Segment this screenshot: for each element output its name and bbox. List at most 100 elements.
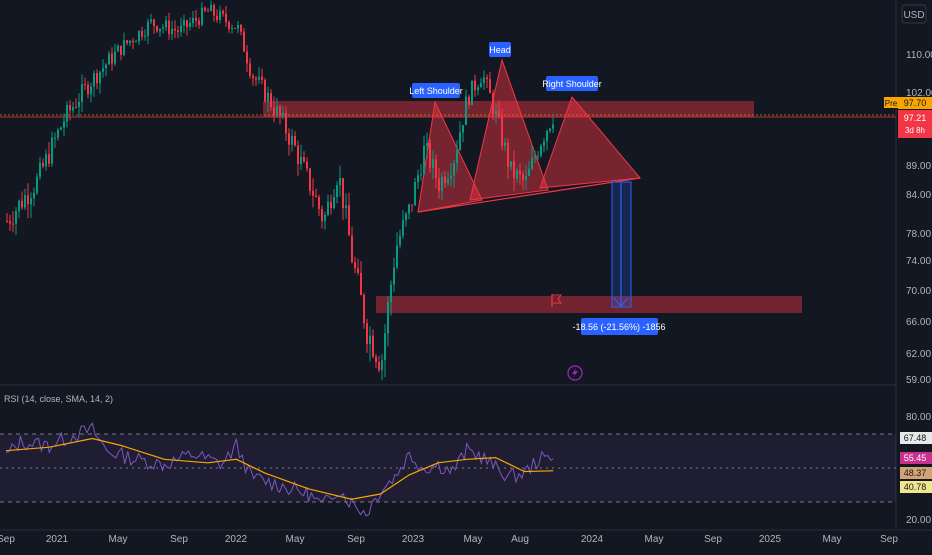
candle-body [213, 4, 215, 16]
candle-body [105, 64, 107, 69]
time-tick-label: 2021 [46, 534, 69, 545]
price-tick-label: 74.00 [906, 256, 931, 267]
candle-body [333, 197, 335, 208]
candle-body [408, 204, 410, 214]
flag-marker-icon[interactable] [551, 294, 562, 307]
time-tick-label: May [464, 534, 483, 545]
candle-body [456, 149, 458, 164]
candle-body [27, 195, 29, 205]
candle-body [336, 185, 338, 198]
candle-body [264, 79, 266, 102]
lightning-event-icon[interactable] [567, 365, 583, 381]
right-shoulder-label: Right Shoulder [542, 79, 602, 89]
projection-callout-box [581, 318, 658, 335]
rsi-badge-lower [900, 481, 932, 493]
time-tick-label: Sep [347, 534, 365, 545]
premarket-price-badge [898, 97, 932, 109]
candle-body [423, 145, 425, 175]
candle-body [303, 156, 305, 162]
rsi-badge-lower-value: 40.78 [904, 482, 927, 492]
candle-body [525, 175, 527, 181]
candle-body [165, 20, 167, 28]
last-price-value: 97.21 [904, 113, 927, 123]
candle-body [420, 174, 422, 176]
time-scale[interactable]: Sep 2021 May Sep 2022 May Sep 2023 May A… [0, 534, 898, 545]
candle-body [552, 124, 554, 129]
candle-body [510, 161, 512, 167]
right-shoulder-triangle[interactable] [539, 96, 641, 189]
candle-body [393, 267, 395, 285]
rsi-series[interactable] [5, 422, 554, 517]
projection-label: -18.56 (-21.56%) -1856 [572, 322, 665, 332]
candle-body [432, 159, 434, 168]
candle-body [81, 84, 83, 103]
candle-body [42, 162, 44, 167]
candle-body [273, 107, 275, 115]
candle-body [216, 15, 218, 20]
rsi-badge-upper [900, 432, 932, 444]
candle-body [54, 137, 56, 139]
rsi-badge-sma [900, 467, 932, 479]
rsi-scale[interactable]: 80.00 20.00 67.48 55.45 48.37 40.78 [900, 412, 932, 526]
candle-body [21, 200, 23, 208]
target-support-zone[interactable] [376, 296, 802, 313]
candle-body [543, 141, 545, 146]
candle-body [450, 175, 452, 179]
rsi-sma-line [5, 437, 554, 500]
candle-body [186, 20, 188, 27]
head-callout[interactable]: Head [489, 42, 511, 57]
candle-body [363, 295, 365, 324]
candle-body [66, 105, 68, 122]
candle-body [237, 24, 239, 29]
candle-body [156, 26, 158, 32]
candle-body [177, 30, 179, 32]
currency-box[interactable] [901, 4, 927, 24]
candle-body [498, 110, 500, 117]
candle-body [348, 205, 350, 236]
candle-body [204, 7, 206, 11]
candle-body [243, 31, 245, 52]
candle-body [114, 51, 116, 64]
candle-body [36, 176, 38, 193]
candle-body [222, 10, 224, 14]
candle-body [279, 106, 281, 116]
time-tick-label: May [645, 534, 664, 545]
candle-body [387, 302, 389, 334]
candle-body [459, 132, 461, 150]
candle-body [465, 96, 467, 126]
candle-body [195, 17, 197, 21]
projection-callout[interactable]: -18.56 (-21.56%) -1856 [572, 318, 666, 335]
currency-label: USD [903, 10, 924, 21]
price-scale[interactable]: USD 110.00 102.00 Pre 97.70 97.21 3d 8h … [884, 4, 932, 386]
candle-body [474, 80, 476, 91]
candle-body [324, 214, 326, 222]
candle-body [354, 262, 356, 269]
time-tick-label: Aug [511, 534, 529, 545]
candle-body [246, 51, 248, 64]
rsi-indicator-title[interactable]: RSI (14, close, SMA, 14, 2) [4, 394, 113, 404]
candlestick-series[interactable] [6, 0, 554, 380]
candle-body [201, 7, 203, 25]
candle-body [48, 154, 50, 164]
candle-body [357, 268, 359, 273]
neckline-resistance-zone[interactable] [263, 101, 754, 117]
rsi-line [5, 422, 554, 517]
candle-body [426, 142, 428, 146]
left-shoulder-callout[interactable]: Left Shoulder [409, 83, 463, 98]
head-label: Head [489, 45, 511, 55]
candle-body [468, 96, 470, 106]
last-price-badge [898, 110, 932, 138]
candle-body [15, 211, 17, 224]
candle-body [312, 190, 314, 196]
candle-body [366, 323, 368, 345]
candle-body [45, 154, 47, 167]
candle-body [228, 21, 230, 29]
candle-body [417, 175, 419, 183]
right-shoulder-callout[interactable]: Right Shoulder [542, 76, 602, 91]
candle-body [519, 170, 521, 175]
candle-body [381, 360, 383, 371]
candle-body [18, 200, 20, 212]
price-tick-label: 110.00 [906, 50, 932, 61]
